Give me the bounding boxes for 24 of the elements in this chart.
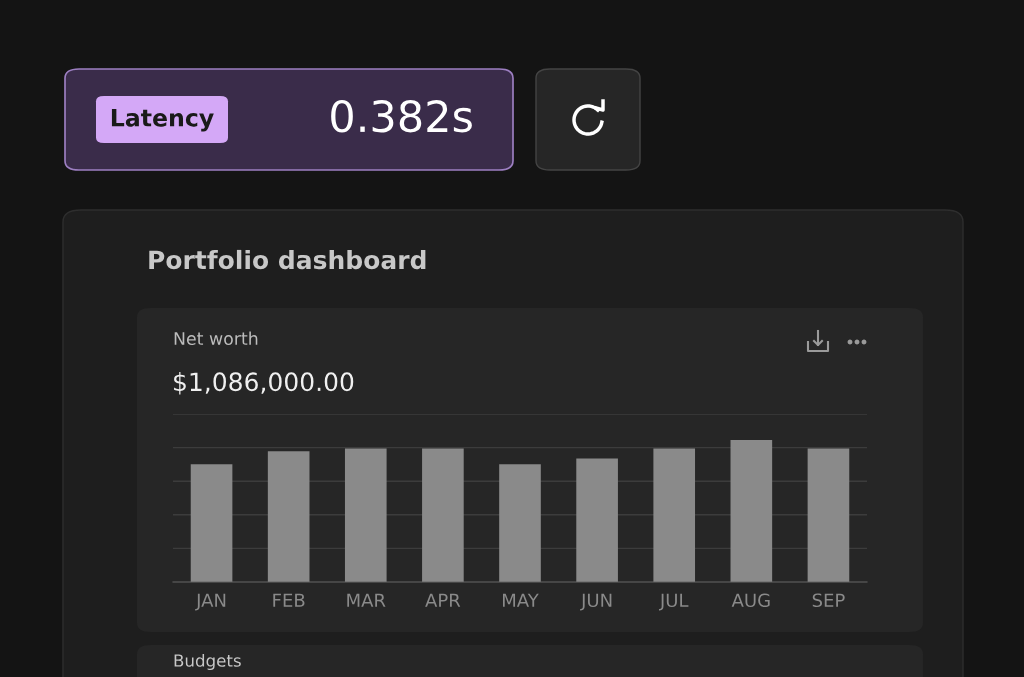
x-tick-label: JAN	[195, 593, 226, 611]
bar	[730, 440, 773, 582]
bar	[499, 464, 541, 582]
chart-subtitle: $1,086,000.00	[174, 371, 354, 395]
text: Budgets	[174, 653, 241, 671]
chart-title: Net worth	[174, 331, 258, 346]
bar	[344, 448, 387, 582]
x-tick-label: AUG	[731, 593, 770, 608]
x-tick-label: JUL	[658, 593, 689, 611]
text: Latency	[111, 109, 214, 132]
x-tick-label: SEP	[812, 593, 845, 608]
bar	[190, 464, 233, 582]
x-tick-label: JUN	[580, 593, 612, 611]
x-tick-label: FEB	[273, 593, 305, 607]
bar	[267, 451, 310, 582]
x-tick-label: MAR	[347, 593, 386, 607]
text: Portfolio dashboard	[149, 249, 426, 270]
x-tick-label: MAY	[502, 593, 539, 607]
bar	[653, 448, 696, 582]
bar	[422, 448, 464, 582]
x-tick-label: APR	[425, 593, 461, 607]
text: 0.382s	[331, 99, 472, 133]
bar	[807, 448, 850, 582]
bar	[576, 458, 618, 582]
